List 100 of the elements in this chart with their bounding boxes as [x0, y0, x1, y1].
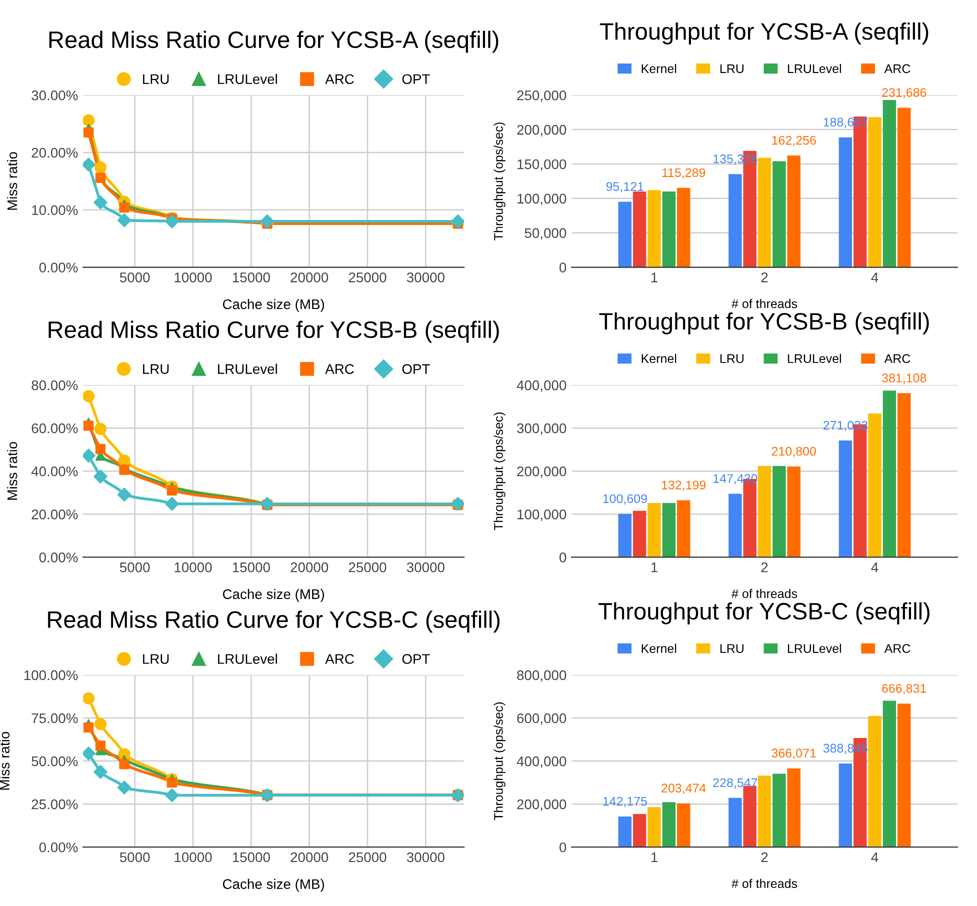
bar: [897, 393, 911, 558]
y-tick-label: 80.00%: [32, 380, 78, 390]
bar: [632, 510, 646, 558]
y-tick-label: 250,000: [517, 90, 566, 102]
x-tick-label: 5000: [120, 562, 150, 572]
bar: [618, 816, 632, 848]
y-tick-label: 30.00%: [32, 90, 78, 100]
y-tick-label: 0: [560, 842, 566, 852]
x-tick-label: 4: [871, 272, 878, 282]
bar: [772, 466, 786, 558]
y-tick-label: 100,000: [518, 509, 566, 521]
bar: [648, 190, 661, 268]
x-tick-label: 30000: [406, 562, 444, 572]
x-tick-label: 2: [761, 272, 768, 282]
y-tick-label: 75.00%: [32, 713, 78, 724]
data-label: 666,831: [882, 684, 926, 694]
x-tick-label: 5000: [120, 852, 150, 862]
x-tick-label: 10000: [174, 272, 212, 282]
bar: [618, 202, 632, 268]
point: [165, 788, 179, 802]
bar: [882, 700, 896, 848]
legend-label: LRULevel: [218, 74, 277, 84]
y-tick-label: 0.00%: [39, 842, 78, 852]
data-label: 231,686: [882, 88, 926, 98]
legend-label: LRU: [720, 64, 744, 74]
bar: [838, 440, 852, 558]
x-tick-label: 10000: [174, 852, 212, 862]
y-axis-title: Throughput (ops/sec): [494, 702, 506, 820]
bar: [618, 514, 632, 558]
point: [119, 759, 130, 770]
y-tick-label: 800,000: [517, 670, 566, 682]
y-tick-label: 40.00%: [31, 466, 78, 476]
legend-label: OPT: [402, 74, 430, 84]
bar: [676, 188, 690, 268]
y-axis-title: Miss ratio: [7, 442, 18, 500]
bar: [758, 466, 772, 558]
data-label: 115,289: [662, 168, 706, 179]
point: [83, 722, 94, 733]
legend-label: OPT: [402, 364, 430, 374]
bar: [648, 807, 661, 848]
x-tick-label: 4: [871, 852, 878, 862]
point: [119, 202, 130, 213]
legend-label: LRU: [720, 354, 744, 364]
bar: [868, 413, 882, 558]
bar: [787, 156, 800, 268]
x-tick-label: 5000: [120, 272, 150, 282]
legend-label: ARC: [884, 644, 910, 653]
y-axis-title: Throughput (ops/sec): [494, 122, 506, 240]
x-axis-title: Cache size (MB): [222, 298, 324, 312]
bar: [897, 704, 911, 848]
data-label: 203,474: [662, 784, 706, 794]
point: [165, 496, 179, 511]
point: [94, 161, 107, 174]
bar: [882, 100, 896, 268]
y-tick-label: 400,000: [516, 380, 566, 392]
chart-title: Throughput for YCSB-C (seqfill): [598, 602, 930, 624]
x-tick-label: 1: [651, 562, 658, 572]
data-label: 100,609: [603, 494, 647, 505]
legend-label: ARC: [325, 654, 354, 664]
x-tick-label: 15000: [232, 272, 270, 282]
point: [83, 692, 95, 704]
y-tick-label: 50.00%: [32, 756, 78, 766]
bar: [632, 814, 646, 848]
point: [95, 740, 106, 751]
x-axis-title: # of threads: [732, 298, 798, 308]
y-tick-label: 400,000: [516, 756, 566, 768]
point: [166, 777, 178, 788]
point: [95, 444, 106, 454]
point: [165, 214, 179, 228]
y-axis-title: Throughput (ops/sec): [494, 412, 506, 530]
point: [83, 114, 95, 126]
x-axis-title: Cache size (MB): [222, 878, 324, 892]
x-tick-label: 1: [651, 852, 658, 862]
point: [83, 746, 96, 760]
y-tick-label: 10.00%: [32, 205, 78, 216]
bar: [868, 117, 882, 268]
point: [94, 718, 107, 730]
legend-label: LRULevel: [788, 644, 841, 653]
legend-label: Kernel: [642, 354, 676, 364]
x-tick-label: 20000: [290, 852, 328, 862]
y-tick-label: 50,000: [524, 228, 566, 240]
bar: [662, 192, 676, 268]
legend-label: LRU: [143, 364, 169, 374]
x-tick-label: 25000: [348, 562, 386, 572]
legend-label: LRULevel: [218, 654, 277, 664]
point: [166, 485, 178, 496]
data-label: 162,256: [772, 136, 816, 146]
chart-title: Read Miss Ratio Curve for YCSB-C (seqfill): [48, 610, 500, 633]
legend-label: LRULevel: [218, 364, 277, 374]
bar: [728, 798, 742, 848]
legend-label: ARC: [325, 74, 354, 84]
bar: [838, 763, 852, 848]
point: [94, 422, 107, 436]
y-tick-label: 0.00%: [39, 262, 78, 272]
x-tick-label: 15000: [232, 852, 270, 862]
bar: [758, 158, 772, 268]
y-tick-label: 150,000: [518, 159, 566, 171]
point: [83, 448, 96, 463]
bar: [632, 192, 646, 268]
y-tick-label: 600,000: [517, 713, 566, 725]
